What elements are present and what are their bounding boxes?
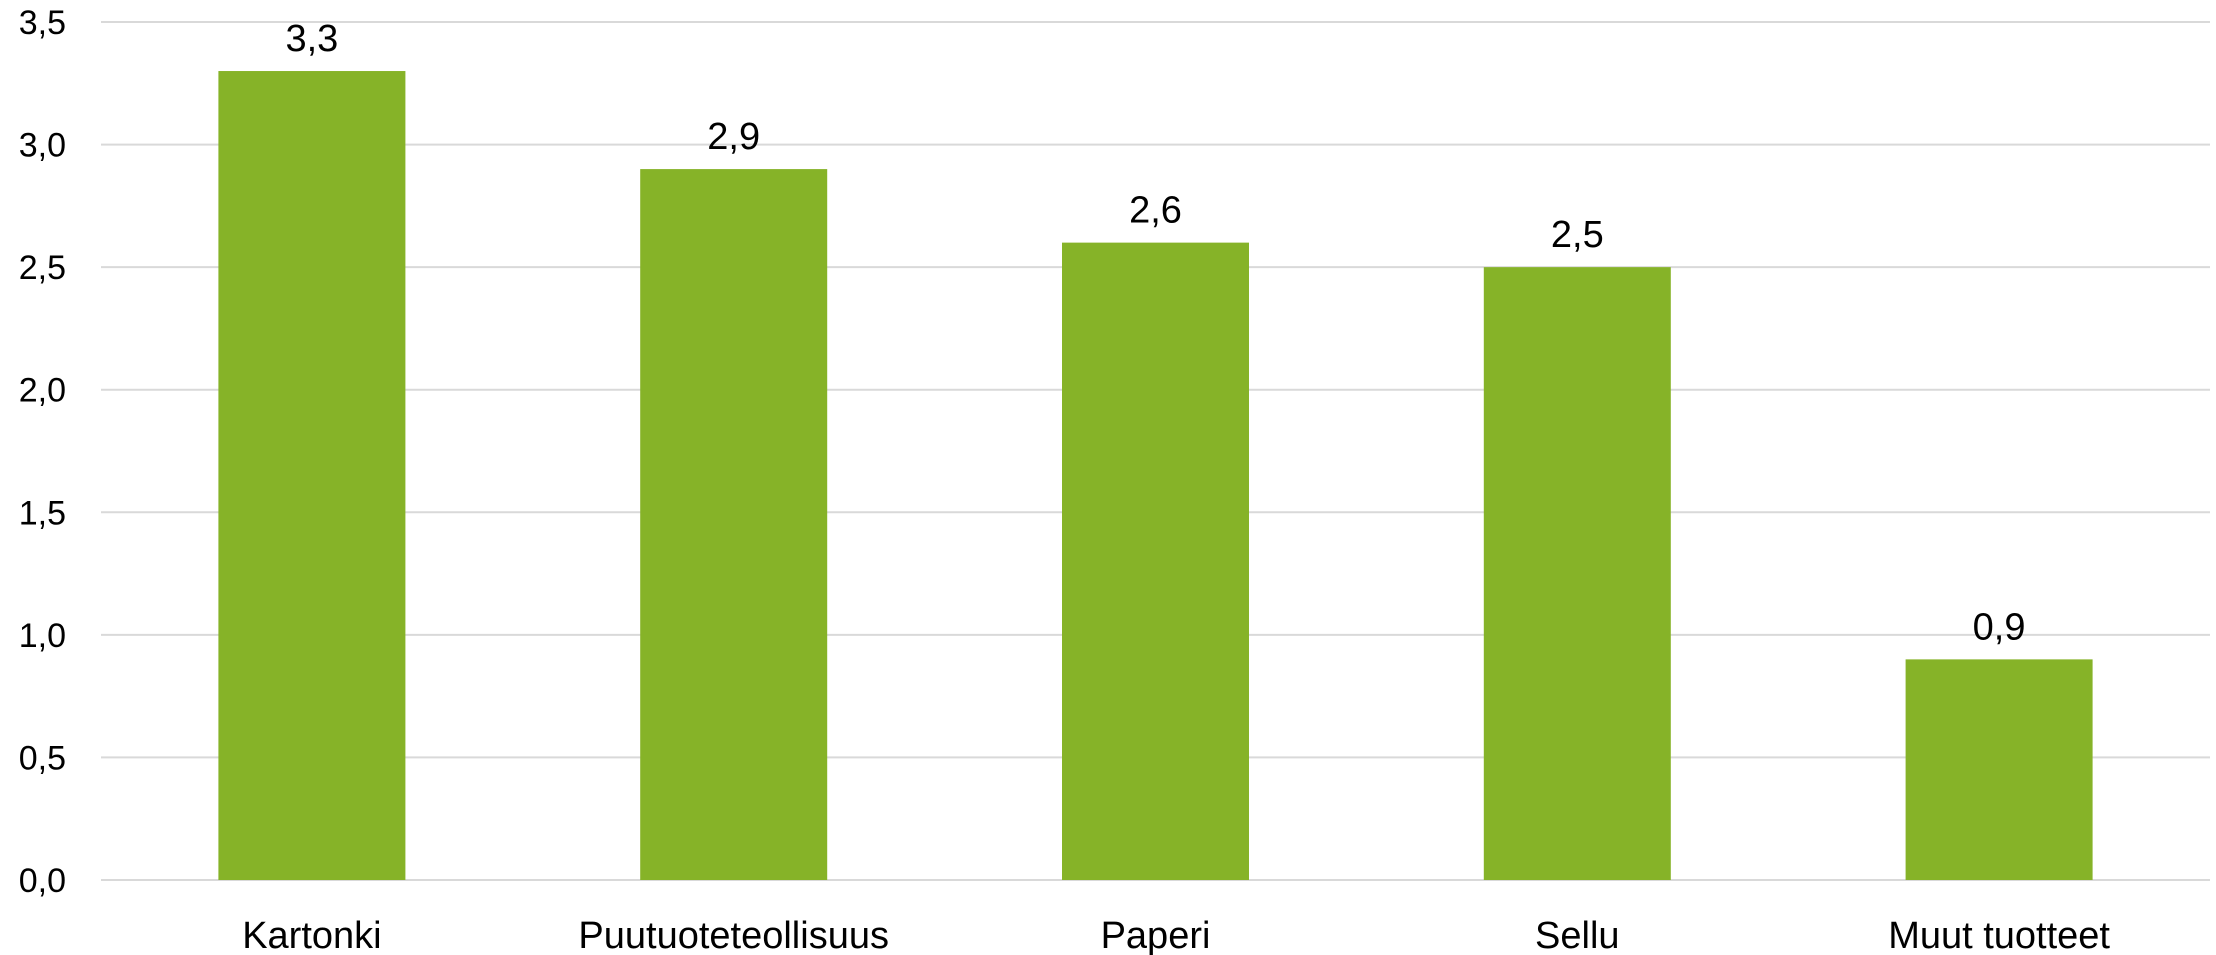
y-tick-label: 2,0 xyxy=(19,372,66,410)
y-tick-label: 1,0 xyxy=(19,617,66,655)
x-category-label: Kartonki xyxy=(242,915,381,955)
data-label: 2,6 xyxy=(1129,190,1182,232)
bar-paperi xyxy=(1062,242,1249,881)
y-axis-tick-labels: 0,0 0,5 1,0 1,5 2,0 2,5 3,0 3,5 xyxy=(19,4,66,900)
bar-kartonki xyxy=(218,71,406,881)
y-tick-label: 1,5 xyxy=(19,494,66,532)
y-tick-label: 0,5 xyxy=(19,739,66,777)
data-label: 0,9 xyxy=(1973,606,2026,648)
bar-puutuoteteollisuus xyxy=(640,169,828,881)
y-tick-label: 3,5 xyxy=(19,4,66,42)
x-category-label: Puutuoteteollisuus xyxy=(578,915,889,955)
data-label: 2,5 xyxy=(1551,214,1604,256)
data-label: 2,9 xyxy=(707,116,760,158)
x-category-label: Muut tuotteet xyxy=(1888,915,2110,955)
x-category-label: Paperi xyxy=(1101,915,1211,955)
bar-muut-tuotteet xyxy=(1905,659,2093,880)
y-tick-label: 0,0 xyxy=(19,862,66,900)
x-axis-category-labels: Kartonki Puutuoteteollisuus Paperi Sellu Muu… xyxy=(242,915,2110,955)
bars xyxy=(218,71,2093,881)
bar-sellu xyxy=(1483,267,1671,881)
data-label: 3,3 xyxy=(285,18,338,60)
data-labels: 3,3 2,9 2,6 2,5 0,9 xyxy=(285,18,2025,648)
y-tick-label: 2,5 xyxy=(19,249,66,287)
y-tick-label: 3,0 xyxy=(19,127,66,165)
x-category-label: Sellu xyxy=(1535,915,1620,955)
